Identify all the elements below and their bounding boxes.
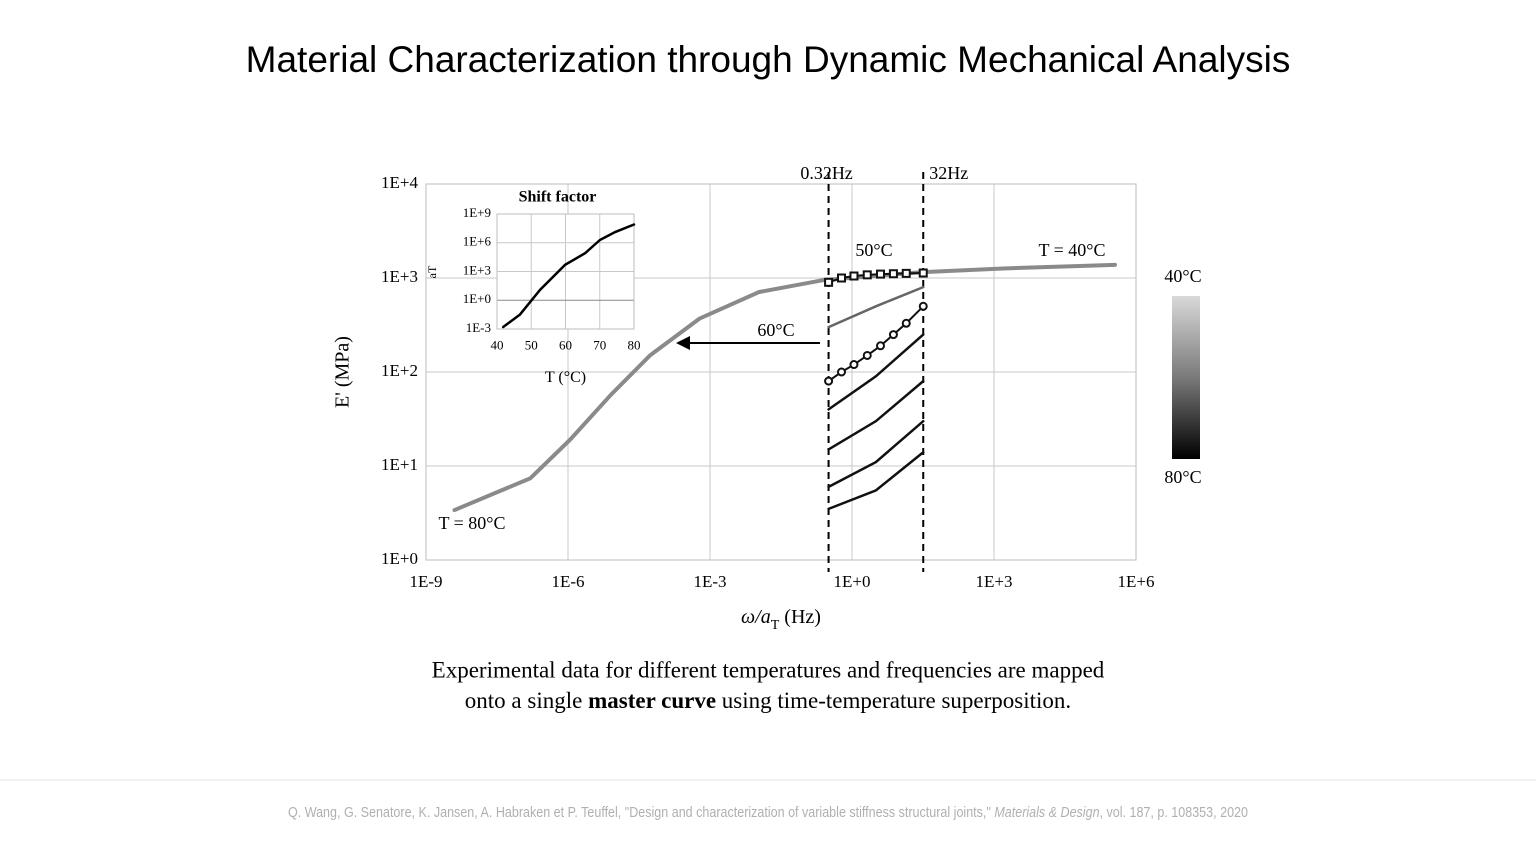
- square-marker: [862, 270, 872, 280]
- caption: onto a single master curve using time-te…: [465, 688, 1071, 713]
- caption-text: using time-temperature superposition.: [716, 688, 1071, 713]
- x-tick-label: 1E+3: [976, 572, 1013, 591]
- x-axis-label: ω/aT (Hz): [741, 606, 821, 633]
- curve: [827, 451, 925, 511]
- circle-marker: [862, 350, 872, 360]
- citation-journal: Materials & Design: [994, 804, 1099, 821]
- caption: Experimental data for different temperat…: [432, 657, 1105, 682]
- square-marker: [888, 269, 898, 279]
- x-tick-label: 1E-9: [409, 572, 442, 591]
- curve: [452, 262, 1117, 513]
- shift-arrow-head: [676, 336, 690, 350]
- x-tick-label: 1E+0: [834, 572, 871, 591]
- y-tick-label: 1E+2: [381, 361, 418, 380]
- colorbar: [1172, 296, 1200, 459]
- reference-label: 0.32Hz: [800, 163, 853, 183]
- square-marker: [836, 273, 846, 283]
- y-tick-label: 1E+0: [381, 549, 418, 568]
- curve: [827, 285, 925, 329]
- y-tick-label: 1E+3: [381, 267, 418, 286]
- square-marker: [901, 268, 911, 278]
- inset-title: Shift factor: [519, 189, 597, 206]
- circle-marker: [918, 301, 928, 311]
- y-tick-label: 1E+4: [381, 173, 418, 192]
- y-tick-label: 1E+0: [463, 291, 491, 306]
- annotation: T = 80°C: [438, 513, 505, 533]
- circle-marker: [888, 330, 898, 340]
- y-axis-label: aT: [425, 265, 439, 278]
- x-tick-label: 70: [593, 338, 606, 353]
- square-marker: [875, 269, 885, 279]
- colorbar-label: 40°C: [1164, 266, 1201, 286]
- annotation: 50°C: [855, 240, 892, 260]
- x-tick-label: 50: [525, 338, 538, 353]
- y-tick-label: 1E-3: [466, 320, 491, 335]
- circle-marker: [901, 318, 911, 328]
- circle-marker: [875, 341, 885, 351]
- x-tick-label: 1E-3: [693, 572, 726, 591]
- citation: Q. Wang, G. Senatore, K. Jansen, A. Habr…: [288, 804, 1248, 821]
- curve: [501, 223, 636, 329]
- square-marker: [824, 277, 834, 287]
- x-axis-label-part: T: [771, 618, 780, 633]
- square-marker: [849, 271, 859, 281]
- circle-marker: [824, 376, 834, 386]
- x-axis-label-part: (Hz): [779, 606, 821, 628]
- y-axis-label: E' (MPa): [332, 336, 354, 408]
- x-axis-label: T (°C): [545, 369, 586, 386]
- y-tick-label: 1E+9: [463, 205, 491, 220]
- circle-marker: [849, 360, 859, 370]
- caption-bold: master curve: [588, 688, 716, 713]
- y-tick-label: 1E+6: [463, 234, 492, 249]
- plot-frame: [425, 183, 1137, 561]
- x-tick-label: 1E-6: [551, 572, 584, 591]
- curve: [827, 379, 925, 451]
- y-tick-label: 1E+3: [463, 262, 491, 277]
- colorbar-label: 80°C: [1164, 467, 1201, 487]
- reference-label: 32Hz: [929, 163, 968, 183]
- annotation: 60°C: [757, 320, 794, 340]
- curve: [827, 333, 925, 411]
- x-tick-label: 40: [491, 338, 504, 353]
- circle-marker: [836, 367, 846, 377]
- x-axis-label-part: T (°C): [545, 369, 586, 386]
- x-tick-label: 80: [628, 338, 641, 353]
- curve: [827, 419, 925, 489]
- x-tick-label: 1E+6: [1118, 572, 1155, 591]
- citation-text: , vol. 187, p. 108353, 2020: [1100, 804, 1248, 821]
- caption-text: onto a single: [465, 688, 588, 713]
- plot-frame: [496, 213, 635, 330]
- annotation: T = 40°C: [1038, 240, 1105, 260]
- y-tick-label: 1E+1: [381, 455, 418, 474]
- x-tick-label: 60: [559, 338, 572, 353]
- x-axis-label-part: ω/a: [741, 606, 771, 628]
- citation-text: Q. Wang, G. Senatore, K. Jansen, A. Habr…: [288, 804, 994, 821]
- square-marker: [918, 268, 928, 278]
- slide-title: Material Characterization through Dynami…: [246, 39, 1291, 80]
